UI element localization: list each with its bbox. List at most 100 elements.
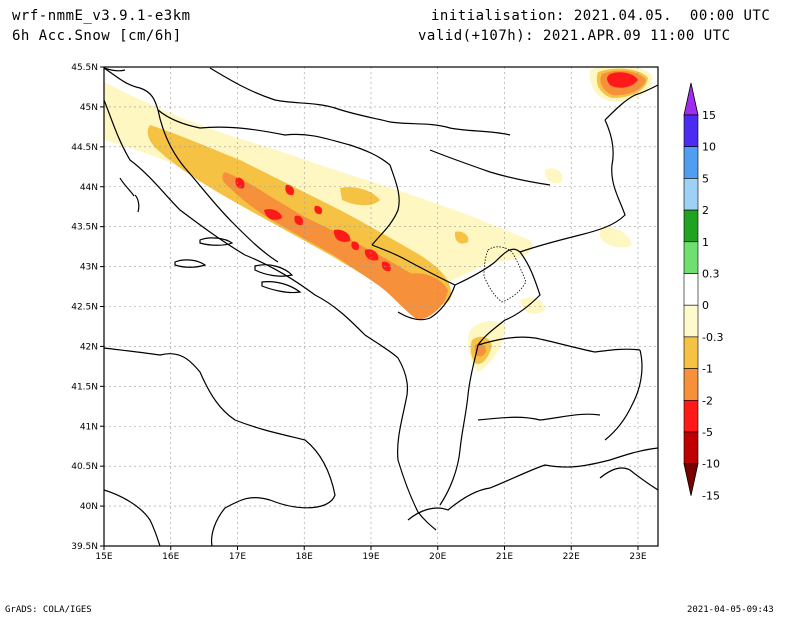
colorbar-label: 2 <box>702 204 709 217</box>
lon-tick-label: 23E <box>629 552 646 562</box>
lon-tick-label: 20E <box>429 552 446 562</box>
colorbar-segment <box>683 146 699 179</box>
latitude-axis: 45.5N 45N 44.5N 44N 43.5N 43N 42.5N 42N 41.5N 41N… <box>71 63 104 552</box>
colorbar-label: -10 <box>702 458 720 471</box>
snow-field <box>104 67 653 372</box>
colorbar-segment <box>683 114 699 148</box>
colorbar-bottom-arrow <box>683 463 699 496</box>
colorbar-segment <box>683 336 699 369</box>
island-1 <box>199 237 234 246</box>
border-croatia-bosnia-north <box>157 109 391 166</box>
lat-tick-label: 39.5N <box>71 542 98 552</box>
colorbar-segment <box>683 178 699 211</box>
italy-coast <box>104 347 336 546</box>
border-bosnia-west <box>157 109 279 263</box>
snow-area-red <box>607 72 638 88</box>
border-macedonia-south <box>477 413 601 421</box>
island-3 <box>254 264 294 277</box>
snow-area-red <box>264 209 282 220</box>
lon-tick-label: 19E <box>362 552 379 562</box>
colorbar-segment <box>683 399 699 433</box>
border-kosovo <box>454 248 541 346</box>
snow-area-red <box>314 205 323 215</box>
grid-lines <box>104 67 658 546</box>
coastlines-borders <box>104 67 658 546</box>
lat-tick-label: 44N <box>80 183 98 193</box>
lat-tick-label: 41N <box>80 422 98 432</box>
colorbar-label: -2 <box>702 394 713 407</box>
snow-area-orange <box>222 172 445 319</box>
lat-tick-label: 45.5N <box>71 63 98 73</box>
lon-tick-label: 21E <box>496 552 513 562</box>
colorbar-segment <box>683 431 699 465</box>
lon-tick-label: 16E <box>162 552 179 562</box>
model-title: wrf-nmmE_v3.9.1-e3km <box>12 8 191 24</box>
border-croatia-hungary <box>209 67 391 123</box>
lat-tick-label: 42N <box>80 342 98 352</box>
balkan-coast <box>104 99 437 531</box>
lat-tick-label: 40.5N <box>71 462 98 472</box>
longitude-axis: 15E 16E 17E 18E 19E 20E 21E 22E 23E <box>95 546 647 562</box>
island-6 <box>119 177 135 197</box>
lat-tick-label: 40N <box>80 502 98 512</box>
greece-coast <box>407 447 658 521</box>
island-4 <box>261 281 302 294</box>
italy-coast-south <box>104 489 161 546</box>
colorbar-label: -1 <box>702 363 713 376</box>
colorbar: 15 10 5 2 1 0.3 0 -0.3 -1 -2 -5 -10 -15 <box>683 82 723 502</box>
border-macedonia <box>477 336 641 353</box>
colorbar-label: 10 <box>702 141 716 154</box>
lon-tick-label: 22E <box>563 552 580 562</box>
snow-area-red <box>351 241 360 251</box>
snow-area-red <box>364 249 379 261</box>
snow-area-light <box>104 82 533 290</box>
lat-tick-label: 43N <box>80 263 98 273</box>
colorbar-label: 5 <box>702 172 709 185</box>
lat-tick-label: 41.5N <box>71 382 98 392</box>
border-bosnia-serbia <box>371 164 400 246</box>
footer-timestamp: 2021-04-05-09:43 <box>687 605 774 615</box>
colorbar-segment <box>683 368 699 401</box>
colorbar-label: -5 <box>702 426 713 439</box>
snow-area-red <box>235 177 245 189</box>
field-title: 6h Acc.Snow [cm/6h] <box>12 28 182 44</box>
colorbar-segment <box>683 209 699 243</box>
footer-credit: GrADS: COLA/IGES <box>5 605 92 615</box>
island-5 <box>134 194 140 213</box>
lat-tick-label: 45N <box>80 103 98 113</box>
border-bulgaria <box>604 84 658 121</box>
colorbar-segment <box>683 241 699 274</box>
initialisation-time: initialisation: 2021.04.05. 00:00 UTC <box>431 8 771 24</box>
lat-tick-label: 43.5N <box>71 223 98 233</box>
kosovo-outline <box>483 246 527 303</box>
snow-area-orange <box>403 273 448 320</box>
snow-area-red <box>381 261 391 272</box>
aegean-coast <box>599 467 658 491</box>
colorbar-label: -0.3 <box>702 331 723 344</box>
snow-area-light <box>520 298 545 315</box>
colorbar-label: 0.3 <box>702 268 720 281</box>
border-bulgaria-south <box>604 349 643 441</box>
border-albania-east <box>439 344 479 506</box>
colorbar-label: 15 <box>702 109 716 122</box>
colorbar-segment <box>683 304 699 338</box>
snow-area-red <box>333 229 351 242</box>
colorbar-label: 0 <box>702 299 709 312</box>
lat-tick-label: 42.5N <box>71 303 98 313</box>
snow-area-yellow <box>340 187 380 206</box>
snow-area-red <box>285 184 295 196</box>
border-serbia-east <box>519 119 626 253</box>
lon-tick-label: 15E <box>95 552 112 562</box>
colorbar-label: -15 <box>702 489 720 502</box>
snow-area-light <box>544 168 563 184</box>
river-danube <box>429 149 551 186</box>
snow-area-red <box>294 215 304 226</box>
lat-tick-label: 44.5N <box>71 143 98 153</box>
border-hungary-romania <box>389 121 511 136</box>
lon-tick-label: 17E <box>229 552 246 562</box>
island-2 <box>174 259 207 268</box>
snow-area-yellow <box>454 231 469 244</box>
colorbar-top-arrow <box>683 82 699 116</box>
valid-time: valid(+107h): 2021.APR.09 11:00 UTC <box>418 28 731 44</box>
